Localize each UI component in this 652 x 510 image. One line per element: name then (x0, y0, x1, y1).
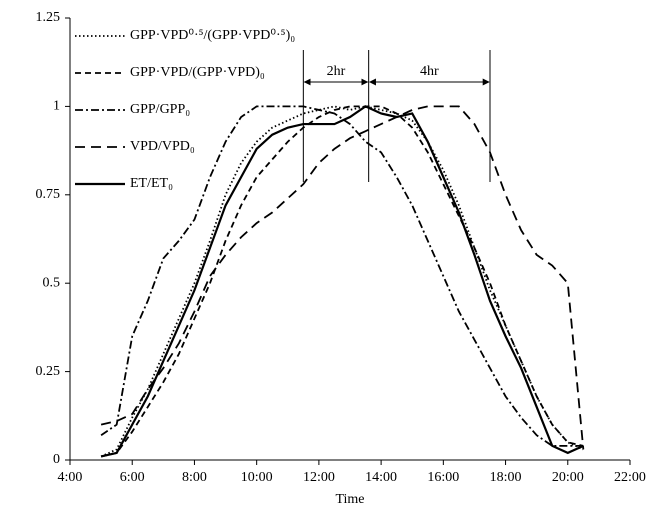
series-line (100, 105, 585, 450)
y-tick-label: 0.75 (36, 187, 61, 202)
x-tick-label: 4:00 (58, 470, 83, 485)
series-line (100, 105, 584, 447)
x-tick-label: 14:00 (365, 470, 397, 485)
series-line (100, 105, 584, 458)
x-axis-title: Time (335, 492, 364, 507)
x-tick-label: 20:00 (552, 470, 584, 485)
x-tick-label: 8:00 (182, 470, 207, 485)
legend-label: ET/ET₀ (130, 176, 173, 191)
x-tick-label: 22:00 (614, 470, 646, 485)
y-tick-label: 0.25 (36, 364, 61, 379)
x-tick-label: 6:00 (120, 470, 145, 485)
x-tick-label: 16:00 (427, 470, 459, 485)
x-tick-label: 12:00 (303, 470, 335, 485)
annotation-label: 4hr (420, 64, 439, 79)
legend-label: GPP/GPP₀ (130, 102, 190, 117)
annotation-label: 2hr (327, 64, 346, 79)
series-line (100, 105, 584, 458)
legend-label: GPP·VPD/(GPP·VPD)₀ (130, 65, 265, 80)
y-tick-label: 0.5 (43, 275, 61, 290)
legend-label: VPD/VPD₀ (130, 139, 195, 154)
x-tick-label: 10:00 (241, 470, 273, 485)
y-tick-label: 1 (53, 99, 60, 114)
legend-label: GPP·VPD⁰·⁵/(GPP·VPD⁰·⁵)₀ (130, 28, 295, 43)
x-tick-label: 18:00 (490, 470, 522, 485)
y-tick-label: 1.25 (36, 10, 61, 25)
series-line (100, 105, 584, 458)
y-tick-label: 0 (53, 452, 60, 467)
